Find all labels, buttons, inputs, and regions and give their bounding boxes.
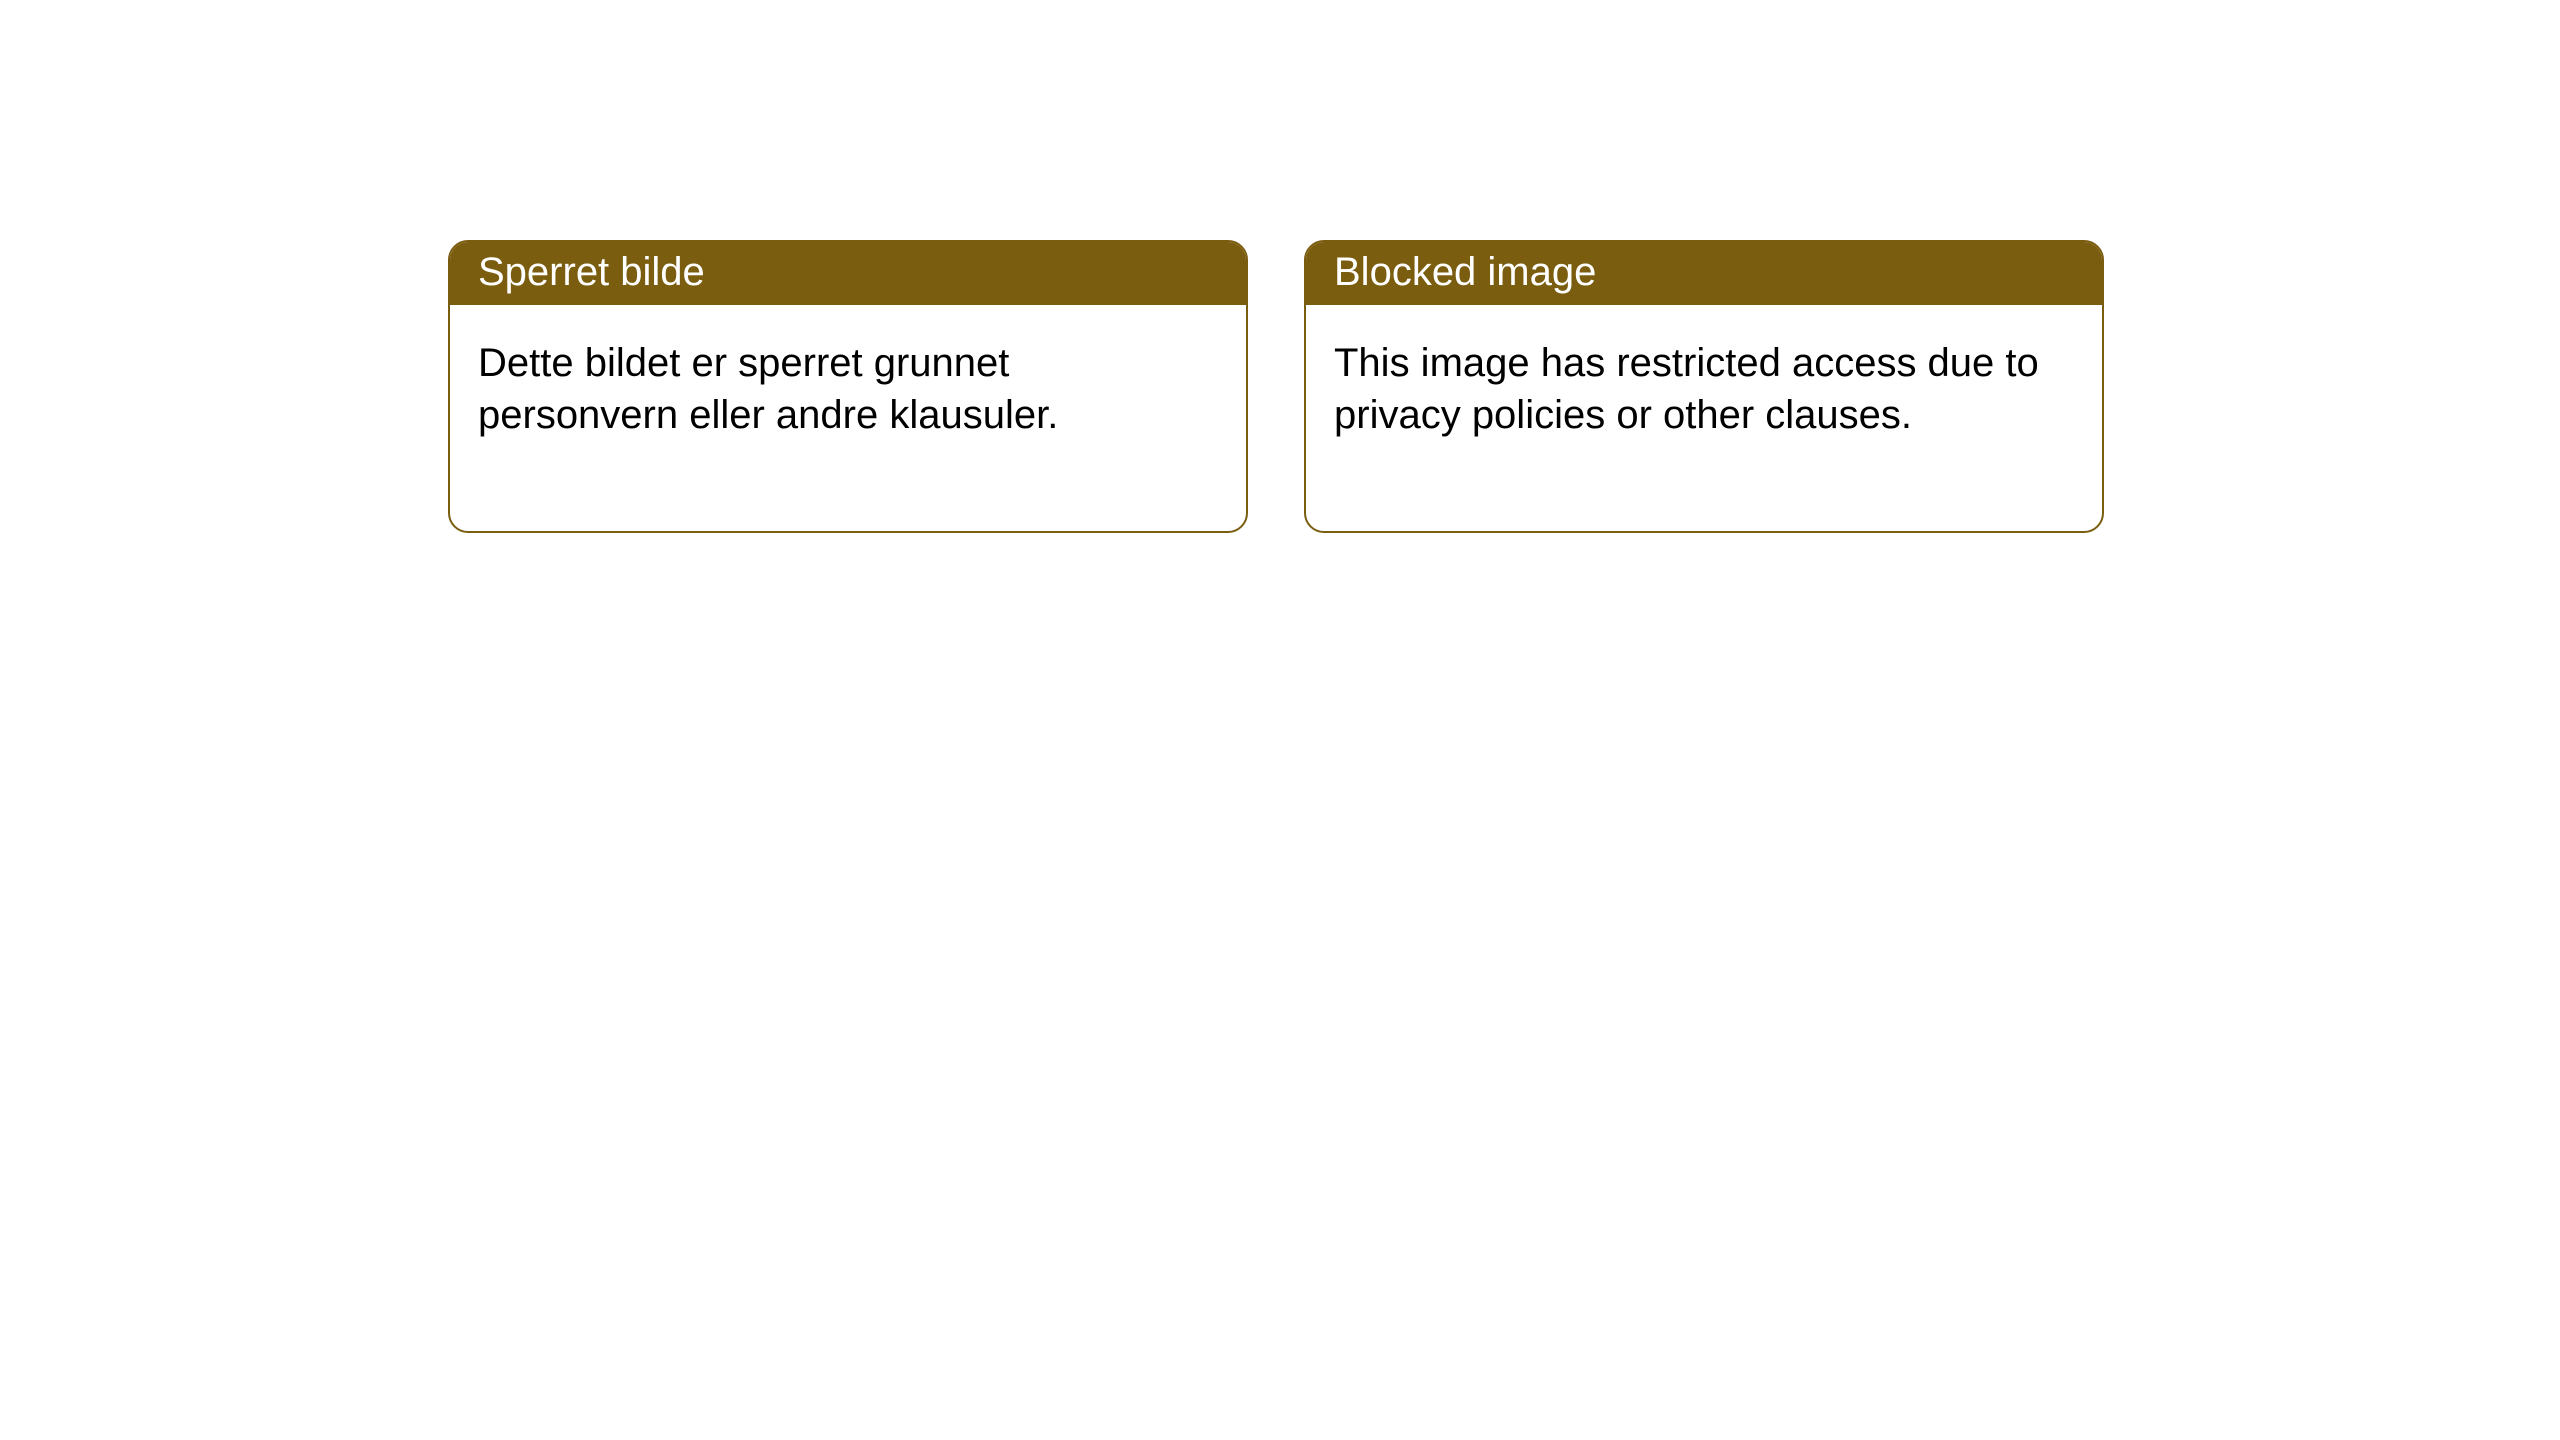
- notice-card-norwegian: Sperret bilde Dette bildet er sperret gr…: [448, 240, 1248, 533]
- notice-card-english: Blocked image This image has restricted …: [1304, 240, 2104, 533]
- notice-header: Sperret bilde: [450, 242, 1246, 305]
- notice-header: Blocked image: [1306, 242, 2102, 305]
- notice-container: Sperret bilde Dette bildet er sperret gr…: [448, 240, 2104, 533]
- notice-body: Dette bildet er sperret grunnet personve…: [450, 305, 1246, 531]
- notice-body: This image has restricted access due to …: [1306, 305, 2102, 531]
